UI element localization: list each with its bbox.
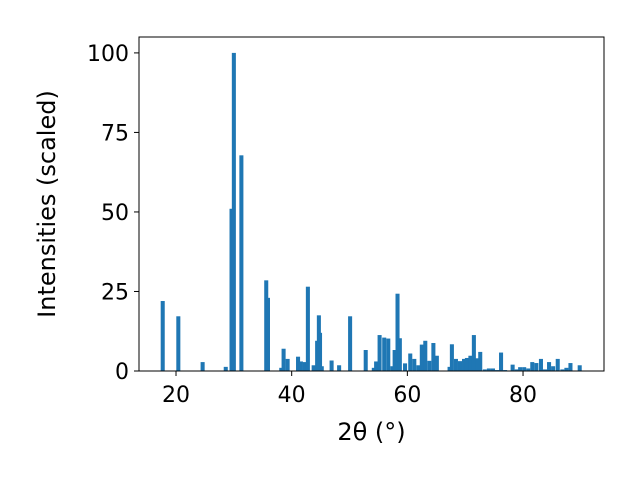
bar xyxy=(427,360,432,371)
bar xyxy=(285,358,290,371)
bar xyxy=(560,369,565,371)
bar xyxy=(457,361,463,371)
bar xyxy=(408,353,413,371)
bar xyxy=(200,362,205,371)
bar xyxy=(371,367,376,371)
y-tick-label: 50 xyxy=(101,201,129,226)
bar xyxy=(471,335,476,371)
bar xyxy=(526,368,531,371)
y-tick-label: 0 xyxy=(115,360,129,385)
bar xyxy=(296,356,301,371)
x-tick-label: 40 xyxy=(278,383,306,408)
bar xyxy=(447,366,452,371)
bar xyxy=(348,316,353,371)
bar xyxy=(542,369,548,371)
x-tick-label: 20 xyxy=(162,383,190,408)
bar-series xyxy=(160,52,582,372)
bar xyxy=(302,362,308,371)
bar xyxy=(382,337,387,371)
bar xyxy=(534,363,539,371)
bar xyxy=(551,366,556,371)
y-axis-ticks: 0 25 50 75 100 xyxy=(87,42,139,385)
bar xyxy=(337,365,342,371)
bar xyxy=(239,155,244,371)
x-axis-ticks: 20 40 60 80 xyxy=(162,371,537,408)
bar xyxy=(468,355,473,371)
bar xyxy=(311,365,316,371)
bar xyxy=(395,293,400,371)
bar xyxy=(568,363,573,371)
bar xyxy=(231,52,236,372)
bar xyxy=(318,332,323,371)
bar xyxy=(478,351,483,371)
bar xyxy=(514,369,519,371)
bar xyxy=(363,350,368,371)
bar xyxy=(281,348,286,371)
bar xyxy=(464,357,469,371)
bar xyxy=(431,343,436,371)
bar xyxy=(510,364,515,371)
bar xyxy=(522,367,527,371)
bar xyxy=(486,368,491,371)
bar xyxy=(530,362,535,371)
bar xyxy=(298,361,303,371)
bar xyxy=(403,363,408,371)
x-axis-label: 2θ (°) xyxy=(337,418,405,446)
bar xyxy=(518,367,523,371)
bar xyxy=(490,368,495,371)
bar xyxy=(453,358,458,371)
bar xyxy=(499,352,504,371)
bar xyxy=(305,286,310,371)
y-tick-label: 75 xyxy=(101,121,129,146)
bar xyxy=(419,344,424,371)
bar xyxy=(397,338,402,371)
bar xyxy=(547,362,552,371)
y-tick-label: 100 xyxy=(87,42,129,67)
bar xyxy=(223,366,228,371)
bar xyxy=(434,355,439,371)
bar xyxy=(319,366,324,371)
plot-frame xyxy=(138,36,605,372)
bar xyxy=(412,358,417,371)
bar xyxy=(265,297,270,371)
y-tick-label: 25 xyxy=(101,280,129,305)
bar xyxy=(329,360,334,371)
bar xyxy=(279,367,284,371)
bar xyxy=(374,361,379,371)
bar xyxy=(386,338,391,371)
bar xyxy=(377,335,382,371)
bar xyxy=(577,365,582,371)
bar xyxy=(176,316,181,371)
bar xyxy=(538,358,543,371)
bar xyxy=(160,301,165,371)
x-tick-label: 80 xyxy=(509,383,537,408)
bar xyxy=(229,208,234,371)
bar xyxy=(392,350,397,371)
bar xyxy=(555,358,560,371)
bar xyxy=(390,366,395,371)
bar xyxy=(482,369,487,371)
bar xyxy=(416,365,421,371)
bar xyxy=(449,344,454,371)
bar xyxy=(462,358,467,371)
y-axis-label: Intensities (scaled) xyxy=(33,90,61,318)
bar xyxy=(423,340,428,371)
bar xyxy=(475,358,480,371)
bar xyxy=(564,367,569,371)
x-tick-label: 60 xyxy=(393,383,421,408)
